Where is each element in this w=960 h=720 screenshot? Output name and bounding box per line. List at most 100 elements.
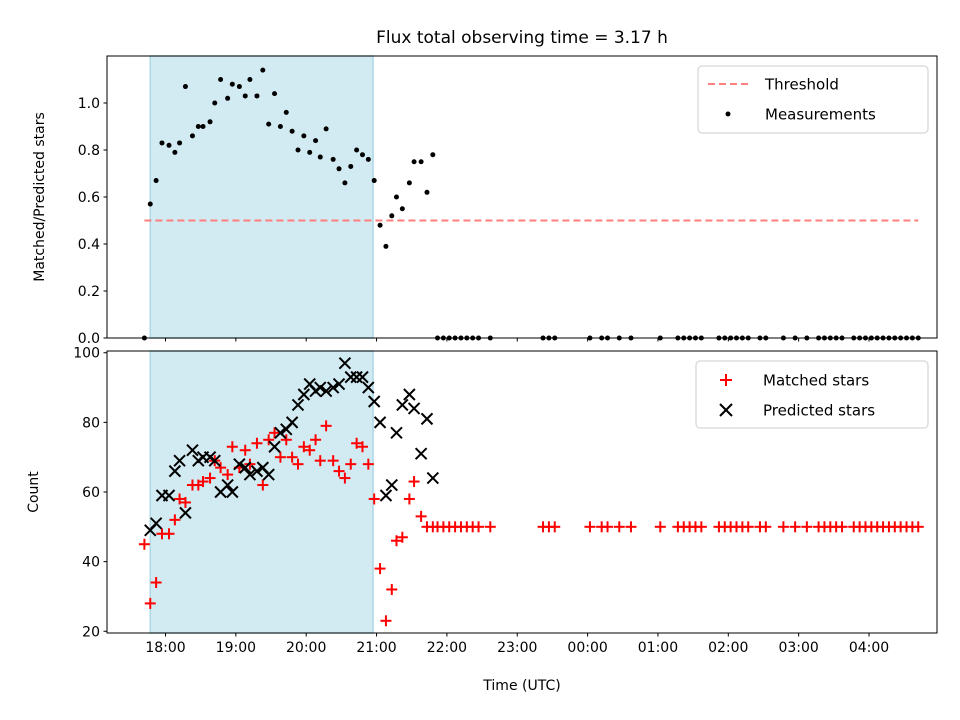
predicted-stars-point — [356, 370, 369, 384]
predicted-stars-point — [179, 506, 192, 520]
measurements-point — [383, 243, 389, 249]
xtick-label: 02:00 — [708, 640, 748, 656]
xtick-label: 18:00 — [145, 640, 185, 656]
predicted-stars-point — [208, 454, 221, 467]
bottom-ylabel: Count — [26, 471, 42, 513]
measurements-point — [254, 93, 260, 99]
matched-stars-point — [836, 521, 848, 533]
predicted-stars-point — [173, 454, 186, 467]
top-ytick-label: 0.8 — [78, 143, 100, 159]
matched-stars-point — [314, 455, 326, 467]
measurements-point — [313, 138, 319, 144]
predicted-stars-point — [239, 461, 252, 474]
predicted-stars-point — [314, 381, 327, 394]
predicted-stars-point — [297, 388, 311, 401]
measurements-point — [342, 180, 348, 186]
predicted-stars-point — [186, 444, 199, 457]
predicted-stars-point — [221, 478, 234, 492]
matched-stars-point — [789, 521, 801, 533]
matched-stars-point — [484, 521, 496, 533]
predicted-stars-point — [338, 356, 352, 370]
measurements-point — [242, 93, 248, 99]
measurements-point — [406, 180, 412, 186]
observing-window-top — [149, 55, 374, 339]
measurements-point — [418, 159, 424, 165]
matched-stars-point — [654, 521, 666, 533]
matched-stars-point — [374, 563, 386, 575]
bottom-ytick-label: 80 — [82, 415, 100, 431]
predicted-stars-point — [396, 398, 409, 412]
matched-stars-point — [163, 528, 175, 540]
predicted-stars-point — [268, 440, 281, 453]
bottom-ytick-label: 60 — [82, 485, 100, 501]
matched-stars-point — [204, 472, 216, 484]
matched-stars-point — [257, 479, 269, 491]
matched-stars-point — [380, 615, 392, 627]
matched-stars-point — [310, 434, 322, 446]
legend-measurements-swatch — [725, 111, 731, 117]
xtick-label: 03:00 — [778, 640, 818, 656]
measurements-point — [218, 77, 224, 82]
matched-stars-point — [368, 493, 380, 505]
matched-stars-point — [320, 420, 332, 432]
predicted-stars-point — [291, 398, 305, 412]
top-ytick-label: 1.0 — [78, 96, 100, 112]
bottom-ytick-label: 100 — [73, 346, 100, 362]
predicted-stars-point — [403, 388, 416, 401]
predicted-stars-point — [344, 370, 357, 384]
matched-stars-point — [584, 521, 596, 533]
matched-stars-point — [280, 434, 292, 446]
measurements-point — [307, 149, 313, 155]
observing-window-bottom — [149, 350, 374, 634]
legend-predicted-label: Predicted stars — [763, 402, 875, 420]
predicted-stars-point — [262, 468, 275, 481]
predicted-stars-point — [226, 485, 239, 499]
xtick-label: 19:00 — [216, 640, 256, 656]
top-legend: Threshold Measurements — [697, 65, 929, 134]
predicted-stars-point — [233, 457, 246, 471]
matched-stars-point — [362, 458, 374, 470]
predicted-stars-point — [168, 464, 182, 478]
x-axis-label: Time (UTC) — [482, 678, 560, 694]
measurements-point — [336, 166, 342, 172]
matched-stars-point — [695, 521, 707, 533]
matched-stars-point — [473, 521, 485, 533]
matched-stars-point — [613, 521, 625, 533]
matched-stars-point — [292, 458, 304, 470]
xtick-label: 23:00 — [497, 640, 537, 656]
matched-stars-point — [345, 458, 357, 470]
legend-threshold-label: Threshold — [764, 76, 839, 94]
measurements-point — [172, 149, 178, 155]
matched-stars-point — [390, 535, 402, 547]
matched-stars-point — [333, 465, 345, 477]
predicted-stars-point — [326, 381, 340, 394]
bottom-ytick-label: 20 — [82, 624, 100, 640]
measurements-point — [295, 147, 301, 153]
matched-stars-point — [801, 521, 813, 533]
matched-stars-point — [269, 427, 281, 439]
measurements-point — [301, 133, 307, 139]
matched-stars-point — [625, 521, 637, 533]
measurements-point — [317, 154, 323, 160]
measurements-point — [147, 201, 153, 207]
measurements-point — [283, 109, 289, 115]
matched-stars-point — [356, 441, 368, 453]
predicted-stars-point — [162, 489, 176, 502]
matched-stars-point — [215, 462, 227, 474]
measurements-point — [424, 189, 430, 195]
measurements-point — [166, 142, 172, 148]
measurements-point — [260, 67, 266, 73]
xtick-label: 01:00 — [638, 640, 678, 656]
bottom-panel: 20 40 60 80 100 18:00 19:00 20:00 21:00 22:00 23:… — [26, 346, 938, 694]
top-ytick-label: 0.6 — [78, 190, 100, 206]
measurements-point — [247, 77, 253, 82]
xtick-label: 21:00 — [356, 640, 396, 656]
matched-stars-point — [174, 493, 186, 505]
measurements-point — [323, 126, 329, 132]
top-ylabel: Matched/Predicted stars — [32, 112, 48, 282]
matched-stars-point — [138, 538, 150, 550]
measurements-point — [330, 156, 336, 162]
predicted-stars-point — [379, 489, 393, 502]
predicted-stars-point — [420, 412, 434, 426]
matched-stars-point — [179, 496, 191, 508]
